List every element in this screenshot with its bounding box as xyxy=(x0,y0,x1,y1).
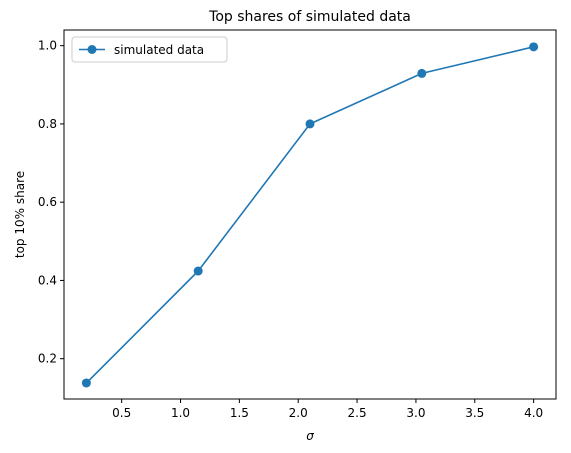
y-tick-label: 1.0 xyxy=(38,39,57,53)
legend-label: simulated data xyxy=(114,43,204,57)
y-axis-label: top 10% share xyxy=(13,171,27,258)
chart-title: Top shares of simulated data xyxy=(208,9,411,25)
y-tick-label: 0.6 xyxy=(38,195,57,209)
data-point xyxy=(529,42,539,52)
x-tick-label: 2.0 xyxy=(289,406,308,420)
x-tick-label: 4.0 xyxy=(524,406,543,420)
series-layer xyxy=(81,42,539,388)
y-tick-label: 0.2 xyxy=(38,352,57,366)
x-tick-label: 0.5 xyxy=(112,406,131,420)
data-point xyxy=(417,68,427,78)
x-tick-label: 3.0 xyxy=(406,406,425,420)
x-tick-label: 2.5 xyxy=(348,406,367,420)
x-tick-label: 3.5 xyxy=(465,406,484,420)
data-point xyxy=(305,119,315,129)
y-axis: 0.2 0.4 0.6 0.8 1.0 xyxy=(38,39,64,366)
y-tick-label: 0.8 xyxy=(38,117,57,131)
x-axis: 0.5 1.0 1.5 2.0 2.5 3.0 3.5 4.0 xyxy=(112,399,543,420)
data-point xyxy=(193,266,203,276)
y-tick-label: 0.4 xyxy=(38,273,57,287)
x-tick-label: 1.0 xyxy=(171,406,190,420)
x-axis-label: σ xyxy=(306,429,314,443)
x-tick-label: 1.5 xyxy=(230,406,249,420)
legend-box xyxy=(71,36,228,63)
data-point xyxy=(81,378,91,388)
plot-area xyxy=(63,29,557,400)
legend: simulated data xyxy=(71,36,228,63)
axes-frame xyxy=(63,29,557,400)
legend-marker xyxy=(87,45,97,54)
